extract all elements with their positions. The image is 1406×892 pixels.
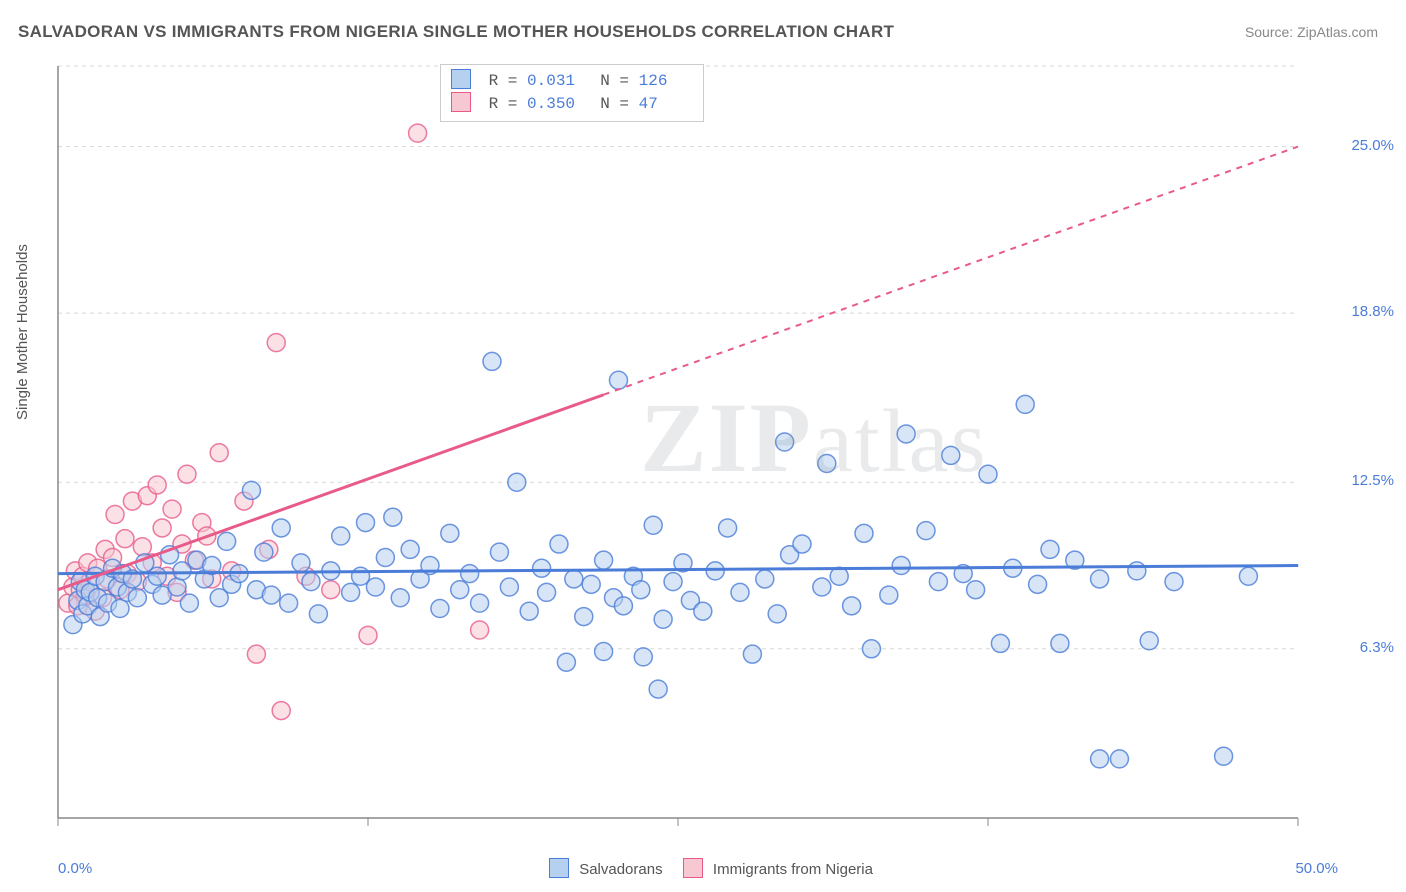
legend-row-a: R = 0.031 N = 126 <box>451 69 693 92</box>
swatch-b <box>451 92 471 112</box>
swatch-b-bottom <box>683 858 703 878</box>
legend-row-b: R = 0.350 N = 47 <box>451 92 693 115</box>
series-a-name: Salvadorans <box>579 861 662 878</box>
y-tick-label: 18.8% <box>1351 303 1394 320</box>
correlation-legend: R = 0.031 N = 126 R = 0.350 N = 47 <box>440 64 704 122</box>
swatch-a-bottom <box>549 858 569 878</box>
scatter-svg <box>48 58 1348 828</box>
y-axis-label: Single Mother Households <box>14 244 31 420</box>
y-tick-label: 12.5% <box>1351 472 1394 489</box>
swatch-a <box>451 69 471 89</box>
series-legend: Salvadorans Immigrants from Nigeria <box>0 858 1406 878</box>
chart-title: SALVADORAN VS IMMIGRANTS FROM NIGERIA SI… <box>18 22 894 42</box>
y-tick-label: 25.0% <box>1351 137 1394 154</box>
plot-area <box>48 58 1348 828</box>
source-label: Source: ZipAtlas.com <box>1245 24 1378 40</box>
series-b-name: Immigrants from Nigeria <box>713 861 873 878</box>
y-tick-label: 6.3% <box>1360 639 1394 656</box>
